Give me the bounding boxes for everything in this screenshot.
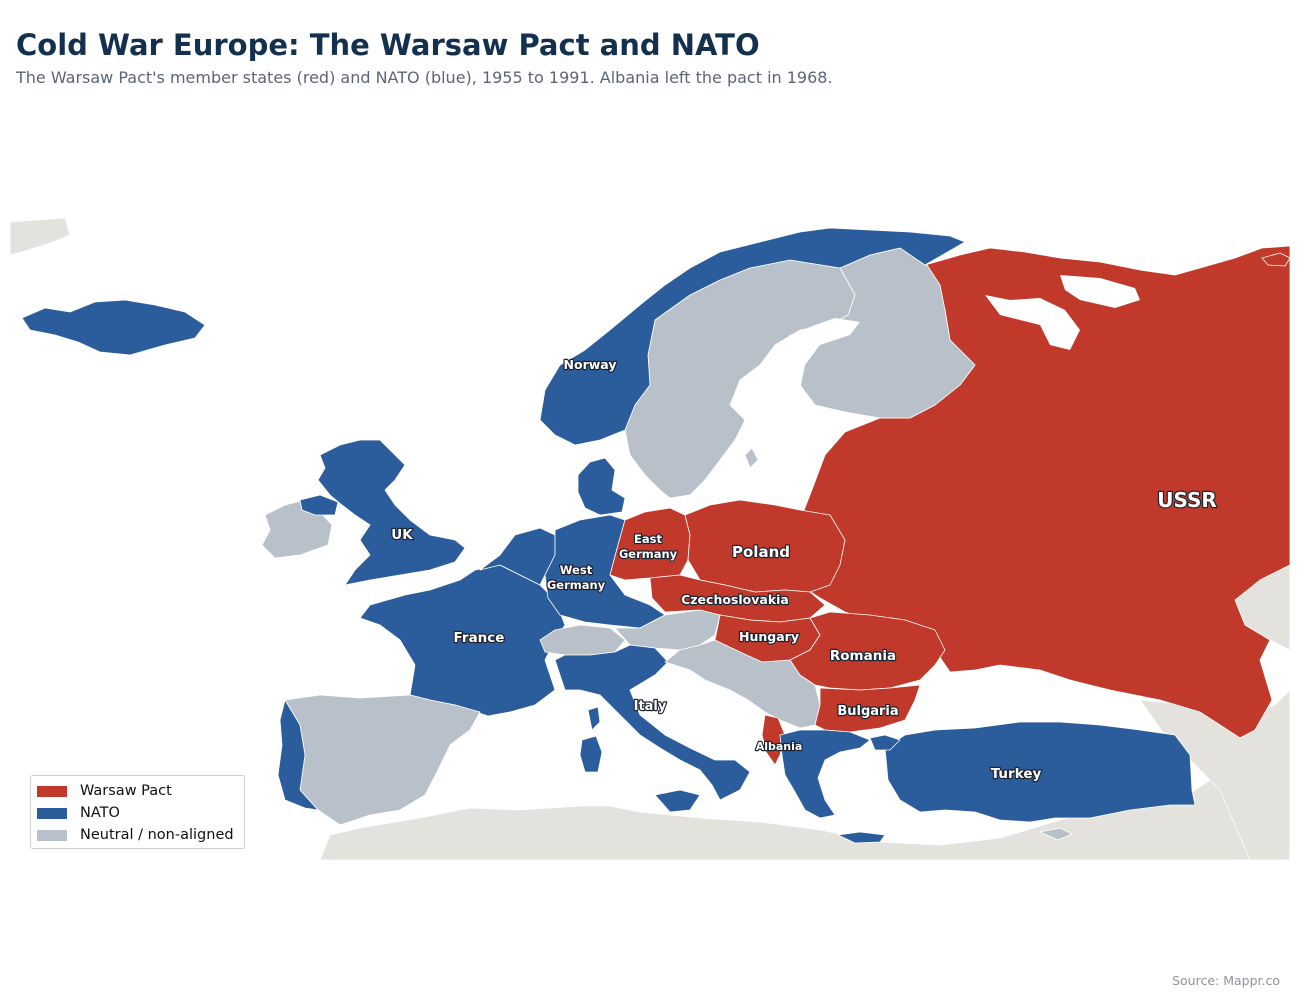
legend-swatch-warsaw-pact	[37, 785, 67, 797]
label-turkey: Turkey	[991, 766, 1042, 782]
country-italy	[554, 644, 751, 801]
legend-label-neutral: Neutral / non-aligned	[80, 827, 234, 843]
country-sardinia	[579, 735, 603, 773]
country-czechoslovakia	[649, 574, 826, 623]
country-switzerland	[539, 624, 626, 656]
map-labels: Norway UK East Germany West Germany Pola…	[390, 356, 1218, 783]
label-norway: Norway	[564, 357, 617, 372]
country-sicily	[654, 789, 701, 813]
legend-item-nato: NATO	[31, 802, 244, 824]
country-northern-ireland	[299, 494, 339, 516]
country-bulgaria	[814, 684, 921, 733]
label-east-germany-line-1: East	[634, 532, 662, 546]
label-west-germany-line-2: Germany	[547, 578, 606, 592]
country-european-turkey	[869, 734, 901, 751]
legend-item-warsaw-pact: Warsaw Pact	[31, 780, 244, 802]
legend-label-warsaw-pact: Warsaw Pact	[80, 783, 172, 799]
label-east-germany-line-2: Germany	[619, 547, 678, 561]
label-poland: Poland	[732, 543, 790, 561]
country-east-germany	[609, 507, 691, 581]
legend-item-neutral: Neutral / non-aligned	[31, 824, 244, 846]
region-greenland-edge	[10, 217, 71, 256]
legend-swatch-neutral	[37, 829, 67, 841]
legend-label-nato: NATO	[80, 805, 120, 821]
label-italy: Italy	[634, 699, 667, 714]
legend-swatch-nato	[37, 807, 67, 819]
country-ussr	[794, 245, 1290, 739]
country-portugal	[277, 699, 319, 811]
label-bulgaria: Bulgaria	[837, 704, 898, 719]
country-norway	[539, 227, 966, 446]
country-denmark	[577, 457, 626, 516]
country-iceland	[21, 299, 206, 356]
label-czechoslovakia: Czechoslovakia	[681, 592, 789, 607]
country-albania	[761, 714, 786, 766]
page-title: Cold War Europe: The Warsaw Pact and NAT…	[16, 28, 760, 62]
label-hungary: Hungary	[739, 629, 799, 644]
label-uk: UK	[391, 527, 413, 543]
country-corsica	[587, 706, 601, 731]
label-romania: Romania	[830, 648, 896, 664]
country-poland	[684, 499, 846, 593]
country-crete	[837, 831, 886, 844]
map-legend: Warsaw Pact NATO Neutral / non-aligned	[30, 775, 245, 849]
country-cyprus	[1039, 827, 1073, 841]
label-france: France	[454, 630, 505, 646]
country-turkey	[884, 721, 1196, 823]
label-albania: Albania	[756, 740, 803, 753]
country-greece	[779, 729, 871, 819]
source-credit: Source: Mappr.co	[1172, 973, 1280, 988]
label-west-germany-line-1: West	[560, 563, 593, 577]
label-ussr: USSR	[1157, 488, 1217, 512]
country-uk	[317, 439, 466, 586]
page-subtitle: The Warsaw Pact's member states (red) an…	[16, 68, 833, 87]
